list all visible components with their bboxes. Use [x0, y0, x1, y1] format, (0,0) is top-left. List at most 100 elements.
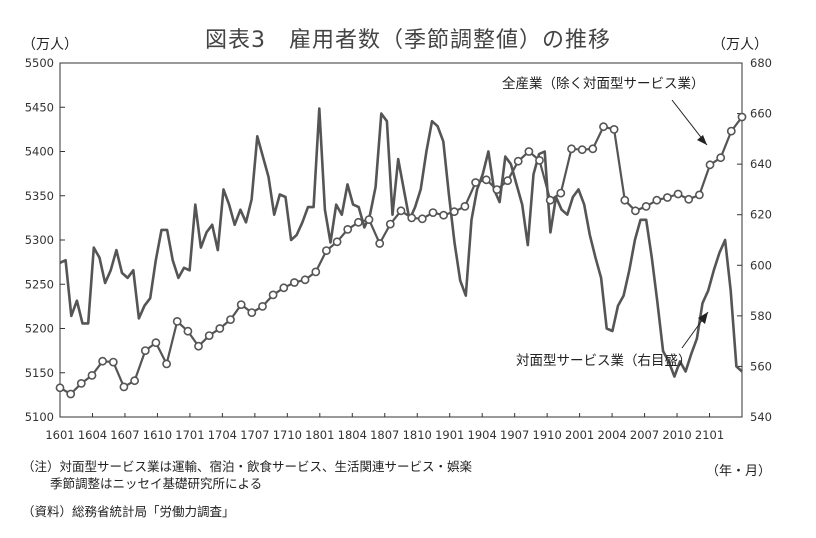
annotation-all-industry: 全産業（除く対面型サービス業） [502, 75, 705, 92]
series-point [183, 326, 193, 336]
series-point [535, 155, 544, 165]
series-point [609, 124, 619, 134]
x-tick-label: 1704 [208, 428, 237, 442]
chart-title: 図表3 雇用者数（季節調整値）の推移 [205, 28, 611, 53]
series-point [98, 356, 107, 366]
x-tick-label: 1907 [500, 428, 529, 442]
series-point [737, 112, 747, 122]
series-point [599, 122, 608, 132]
series-point [407, 213, 417, 223]
left-tick-label: 5250 [25, 277, 54, 291]
series-point [364, 215, 374, 224]
left-tick-label: 5200 [25, 322, 54, 336]
x-tick-label: 1610 [143, 428, 172, 442]
series-point [226, 315, 235, 324]
series-point [417, 214, 427, 224]
series-point [503, 176, 512, 186]
x-tick-label: 1904 [468, 428, 497, 442]
x-tick-label: 1807 [370, 428, 399, 442]
series-point [620, 195, 630, 205]
series-point [321, 246, 331, 255]
left-tick-label: 5300 [25, 233, 54, 247]
x-tick-label: 1810 [403, 428, 432, 442]
series-point [151, 338, 161, 348]
left-tick-label: 5350 [25, 189, 54, 203]
series-point [588, 144, 598, 154]
left-axis-unit: （万人） [22, 37, 78, 53]
footnote-line-1: （注）対面型サービス業は運輸、宿泊・飲食サービス、生活関連サービス・娯楽 [22, 459, 473, 474]
x-tick-label: 1804 [338, 428, 367, 442]
right-tick-label: 660 [750, 107, 772, 121]
right-tick-label: 580 [750, 309, 772, 323]
annotation-arrowhead-service [698, 312, 708, 324]
right-tick-label: 640 [750, 157, 772, 171]
series-point [471, 178, 480, 187]
x-tick-label: 1910 [533, 428, 562, 442]
x-axis-ticks: 1601 1604 1607 1610 1701 1704 1707 1710 1801 1804… [45, 413, 724, 442]
x-tick-label: 1701 [175, 428, 204, 442]
right-tick-label: 680 [750, 56, 772, 70]
x-tick-label: 1604 [78, 428, 107, 442]
right-tick-label: 540 [750, 410, 772, 424]
annotation-arrowhead-all-industry [697, 135, 707, 145]
series-point [279, 283, 289, 293]
left-tick-label: 5150 [25, 366, 54, 380]
series-point [631, 206, 640, 216]
x-tick-label: 1801 [305, 428, 334, 442]
series-point [460, 201, 470, 211]
series-point [577, 145, 587, 155]
series-point [684, 194, 694, 204]
left-tick-label: 5450 [25, 100, 54, 114]
series-point [76, 378, 86, 388]
left-tick-label: 5400 [25, 145, 54, 159]
series-point [524, 147, 534, 156]
series-point [481, 175, 491, 185]
series-point [663, 193, 672, 202]
series-point [289, 278, 299, 287]
annotation-service: 対面型サービス業（右目盛） [516, 353, 692, 369]
x-tick-label: 2001 [565, 428, 594, 442]
x-tick-label: 2010 [662, 428, 691, 442]
series-point [556, 188, 566, 198]
series-point [343, 224, 353, 234]
series-point [130, 376, 139, 386]
right-axis-ticks: 540 560 580 600 620 640 660 680 [737, 56, 772, 424]
series-point [66, 389, 76, 399]
series-point [55, 383, 65, 393]
series-point [172, 316, 182, 326]
series-point [194, 341, 203, 351]
x-tick-label: 1601 [45, 428, 74, 442]
series-point [108, 357, 118, 367]
x-tick-label: 2007 [630, 428, 659, 442]
series-point [641, 201, 651, 211]
series-point [652, 195, 662, 205]
series-point [492, 185, 502, 194]
series-point [726, 126, 736, 136]
x-tick-label: 1607 [110, 428, 139, 442]
series-point [545, 195, 555, 205]
series-markers-all-industry [55, 112, 747, 399]
series-point [695, 190, 704, 200]
series-point [449, 207, 459, 217]
right-tick-label: 600 [750, 258, 772, 272]
left-axis-ticks: 5100 5150 5200 5250 5300 5350 5400 5450 5500 [25, 56, 65, 424]
series-point [332, 237, 342, 247]
series-point [300, 275, 310, 285]
series-point [247, 308, 257, 317]
series-point [513, 156, 523, 166]
footnote-line-2: 季節調整はニッセイ基礎研究所による [50, 476, 263, 491]
series-point [673, 189, 683, 199]
right-tick-label: 620 [750, 208, 772, 222]
series-line-service [59, 107, 743, 378]
right-axis-unit: （万人） [712, 37, 768, 53]
left-tick-label: 5500 [25, 56, 54, 70]
series-point [705, 160, 715, 170]
x-tick-label: 1707 [240, 428, 269, 442]
series-point [258, 301, 267, 311]
series-point [567, 144, 576, 154]
series-point [311, 267, 321, 277]
left-tick-label: 5100 [25, 410, 54, 424]
right-tick-label: 560 [750, 359, 772, 373]
series-point [236, 300, 246, 309]
